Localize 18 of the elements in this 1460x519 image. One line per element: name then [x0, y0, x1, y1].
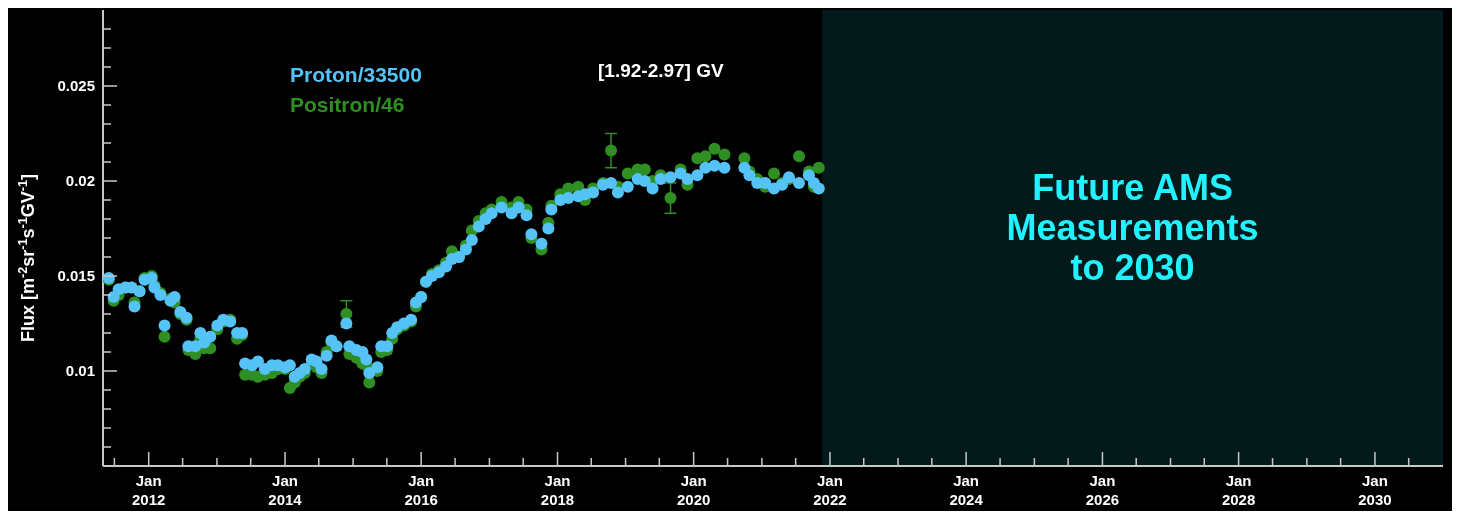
x-tick-label: Jan 2026 — [1085, 472, 1120, 508]
x-tick-label: Jan 2014 — [268, 472, 303, 508]
y-tick-label: 0.02 — [65, 172, 95, 189]
x-tick-label: Jan 2012 — [132, 472, 166, 508]
text: Proton/33500 — [290, 62, 422, 88]
x-tick-label: Jan 2016 — [404, 472, 438, 508]
band-label: Future AMS Measurements to 2030 — [1006, 167, 1259, 288]
text: Positron/46 — [290, 92, 406, 118]
y-tick-label: 0.01 — [65, 362, 95, 379]
x-tick-label: Jan 2022 — [813, 472, 847, 508]
x-tick-label: Jan 2028 — [1221, 472, 1256, 508]
x-tick-label: Jan 2024 — [949, 472, 984, 508]
y-tick-label: 0.025 — [57, 77, 95, 94]
y-tick-label: 0.015 — [57, 267, 95, 284]
x-tick-label: Jan 2020 — [676, 472, 711, 508]
x-tick-label: Jan 2030 — [1358, 472, 1392, 508]
x-tick-label: Jan 2018 — [540, 472, 575, 508]
annotation: [1.92-2.97] GV — [598, 60, 724, 82]
